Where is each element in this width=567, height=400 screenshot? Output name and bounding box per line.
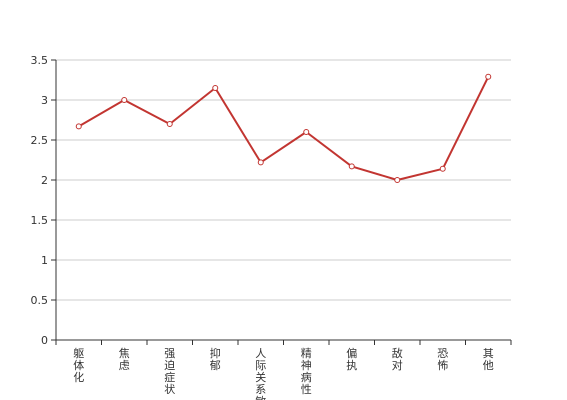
data-point[interactable] [212,85,219,91]
points-layer [75,73,492,183]
x-tick-label: 人际关系敏感 [255,347,266,400]
y-tick-label: 3.5 [31,54,49,67]
y-tick-label: 2.5 [31,134,49,147]
y-tick-label: 1.5 [31,214,49,227]
data-point[interactable] [485,73,492,80]
data-point[interactable] [257,159,264,166]
y-tick-label: 2 [41,174,48,187]
y-tick-label: 0 [41,334,48,347]
x-tick-label: 偏执 [346,346,357,372]
x-tick-label: 抑郁 [210,346,221,372]
y-tick-label: 3 [41,94,48,107]
series-layer [78,76,490,181]
x-tick-label: 恐怖 [437,347,448,372]
data-point[interactable] [75,123,82,130]
x-tick-label: 躯体化 [73,347,84,384]
y-tick-label: 0.5 [31,294,49,307]
data-point[interactable] [121,97,128,103]
series-line [78,76,490,181]
x-tick-label: 强迫症状 [164,347,175,396]
grid-layer [56,59,511,301]
x-tick-label: 敌对 [392,346,403,372]
data-point[interactable] [166,121,173,127]
x-tick-label: 焦虑 [119,347,130,372]
axis-layer: 0 0.5 1 1.5 2 2.5 3 3.5 躯体化 焦虑 强迫症状 抑郁 人际关系敏感 精神病性 偏执 敌… [31,54,512,400]
data-point[interactable] [303,129,310,135]
data-point[interactable] [394,177,401,183]
data-point[interactable] [439,165,446,172]
data-point[interactable] [348,163,355,170]
y-tick-label: 1 [41,254,48,267]
x-tick-label: 精神病性 [301,347,312,396]
x-tick-label: 其他 [483,347,494,372]
